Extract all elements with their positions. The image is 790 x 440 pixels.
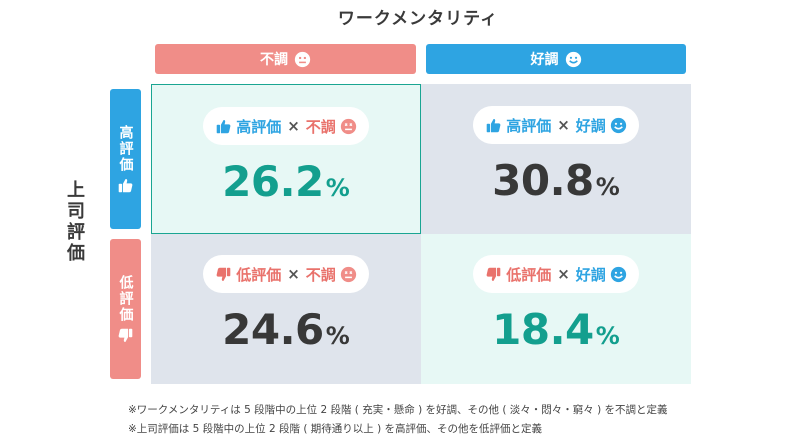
cell-value-number: 24.6 (222, 305, 324, 354)
column-header-bad: 不調 (155, 44, 416, 74)
cell-label-mentality: 好調 (575, 116, 606, 135)
row-header-high: 高評価 (110, 89, 141, 229)
smile-face-icon (610, 117, 627, 134)
cell-low-good: 低評価 × 好調 18.4 % (421, 234, 691, 384)
column-header-good-label: 好調 (530, 52, 559, 68)
cell-value: 26.2 % (222, 157, 350, 206)
cell-label-evaluation: 高評価 (506, 116, 552, 135)
footnote-evaluation: ※上司評価は 5 段階中の上位 2 段階 ( 期待通り以上 ) を高評価、その他… (128, 423, 543, 435)
row-axis-title: 上司評価 (64, 180, 85, 264)
cell-label-pill: 高評価 × 不調 (203, 107, 369, 145)
cell-low-bad: 低評価 × 不調 24.6 % (151, 234, 421, 384)
column-header-bad-label: 不調 (260, 52, 288, 68)
cell-value-number: 26.2 (222, 157, 324, 206)
cell-label-evaluation: 低評価 (506, 265, 552, 284)
cell-label-mentality: 不調 (305, 265, 336, 284)
sad-face-icon (340, 266, 357, 283)
cell-label-pill: 低評価 × 好調 (473, 255, 639, 293)
cell-label-mentality: 不調 (305, 117, 336, 136)
thumbs-up-icon (117, 177, 134, 194)
thumbs-down-icon (485, 266, 502, 283)
thumbs-up-icon (215, 118, 232, 135)
cell-value-number: 30.8 (492, 156, 594, 205)
cell-label-cross: × (287, 117, 300, 135)
sad-face-icon (294, 51, 311, 68)
cell-high-bad: 高評価 × 不調 26.2 % (151, 84, 421, 234)
smile-face-icon (610, 266, 627, 283)
cell-label-evaluation: 低評価 (236, 265, 282, 284)
cell-label-pill: 高評価 × 好調 (473, 106, 639, 144)
column-header-good: 好調 (426, 44, 686, 74)
cell-value: 24.6 % (222, 305, 350, 354)
cell-value-unit: % (595, 322, 620, 350)
thumbs-up-icon (485, 117, 502, 134)
cell-label-cross: × (557, 116, 570, 134)
cell-label-cross: × (557, 265, 570, 283)
footnotes: ※ワークメンタリティは 5 段階中の上位 2 段階 ( 充実・懸命 ) を好調、… (128, 401, 668, 439)
cell-label-cross: × (287, 265, 300, 283)
row-header-high-label: 高評価 (117, 124, 134, 173)
cell-value-number: 18.4 (492, 305, 594, 354)
cell-value-unit: % (595, 173, 620, 201)
sad-face-icon (340, 118, 357, 135)
row-header-low: 低評価 (110, 239, 141, 379)
cell-value: 18.4 % (492, 305, 620, 354)
cell-label-evaluation: 高評価 (236, 117, 282, 136)
cell-label-pill: 低評価 × 不調 (203, 255, 369, 293)
cell-high-good: 高評価 × 好調 30.8 % (421, 84, 691, 234)
cell-value-unit: % (325, 322, 350, 350)
footnote-mentality: ※ワークメンタリティは 5 段階中の上位 2 段階 ( 充実・懸命 ) を好調、… (128, 404, 668, 416)
chart-title: ワークメンタリティ (337, 9, 499, 29)
cell-label-mentality: 好調 (575, 265, 606, 284)
thumbs-down-icon (215, 266, 232, 283)
cell-value-unit: % (325, 174, 350, 202)
cell-value: 30.8 % (492, 156, 620, 205)
thumbs-down-icon (117, 327, 134, 344)
smile-face-icon (565, 51, 582, 68)
row-header-low-label: 低評価 (117, 274, 134, 323)
